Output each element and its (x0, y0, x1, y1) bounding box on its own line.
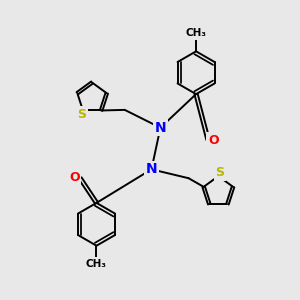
Text: S: S (215, 166, 224, 179)
Text: O: O (69, 171, 80, 184)
Text: S: S (77, 108, 86, 121)
Text: N: N (146, 162, 157, 176)
Text: CH₃: CH₃ (186, 28, 207, 38)
Text: O: O (208, 134, 219, 147)
Text: CH₃: CH₃ (86, 259, 107, 269)
Text: N: N (154, 121, 166, 135)
